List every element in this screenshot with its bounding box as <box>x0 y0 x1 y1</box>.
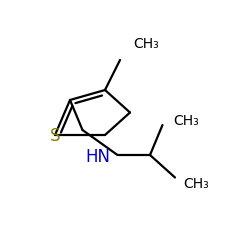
Text: HN: HN <box>85 148 110 166</box>
Text: CH₃: CH₃ <box>184 177 210 191</box>
Text: S: S <box>50 127 60 145</box>
Text: CH₃: CH₃ <box>134 37 160 51</box>
Text: CH₃: CH₃ <box>174 114 200 128</box>
